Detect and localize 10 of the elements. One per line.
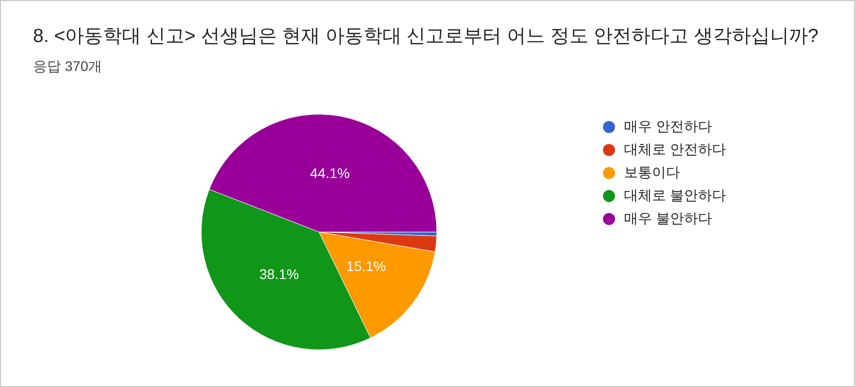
data-label: 15.1% xyxy=(346,258,386,274)
legend-label: 매우 불안하다 xyxy=(624,210,712,228)
legend-label: 매우 안전하다 xyxy=(624,118,712,136)
legend-label: 보통이다 xyxy=(624,164,680,182)
data-label: 44.1% xyxy=(310,164,350,181)
text: 응답 370개 xyxy=(33,58,102,76)
legend-label: 대체로 불안하다 xyxy=(624,186,726,204)
chart-title: 8. <아동학대 신고> 선생님은 현재 아동학대 신고로부터 어느 정도 안전하다고 생각하십니까? xyxy=(33,25,818,49)
legend-label: 대체로 안전하다 xyxy=(624,140,726,158)
data-label: 38.1% xyxy=(259,266,299,282)
